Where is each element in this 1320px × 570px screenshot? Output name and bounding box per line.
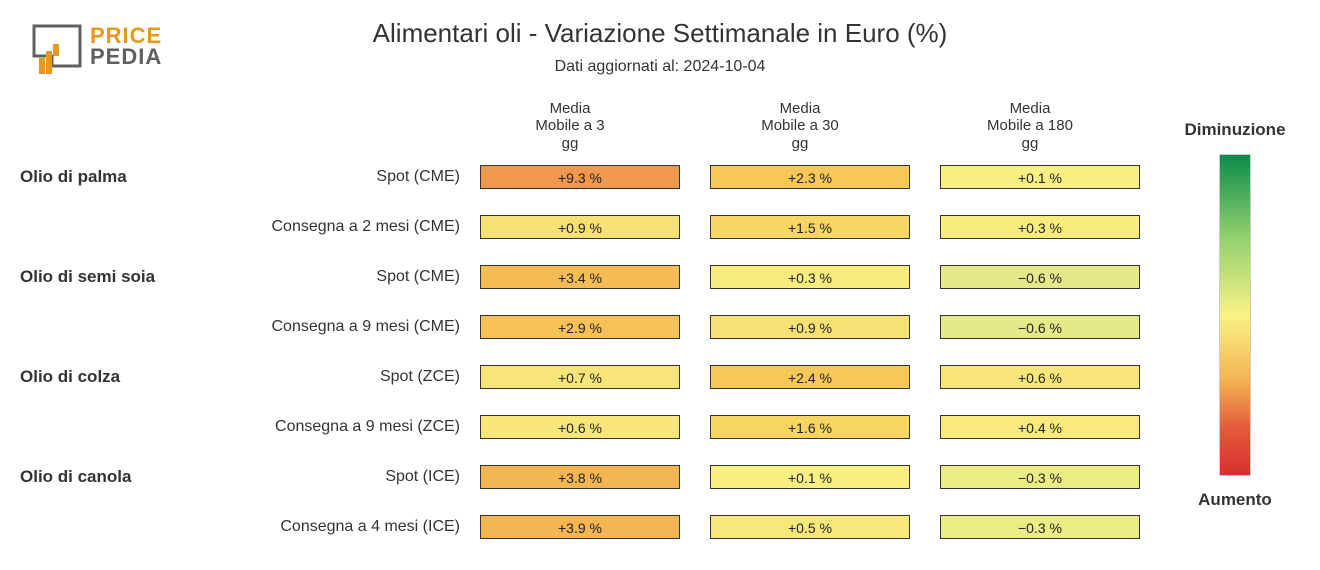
column-headers-row: MediaMobile a 3ggMediaMobile a 30ggMedia… <box>470 100 1140 152</box>
column-header-line: gg <box>700 135 900 152</box>
table-row: Olio di semi soiaSpot (CME)+3.4 % +0.3 % −… <box>20 252 1140 302</box>
heatmap-cell: −0.3 % <box>940 465 1140 489</box>
subcategory-label: Spot (CME) <box>220 268 480 286</box>
heatmap-cell: +0.1 % <box>710 465 910 489</box>
heatmap-cell: +2.9 % <box>480 315 680 339</box>
category-label: Olio di canola <box>20 467 220 487</box>
column-header-line: gg <box>930 135 1130 152</box>
subcategory-label: Spot (ICE) <box>220 468 480 486</box>
category-label: Olio di palma <box>20 167 220 187</box>
column-header-line: Media <box>700 100 900 117</box>
value-cells: +0.6 % +1.6 % +0.4 % <box>480 415 1140 439</box>
heatmap-table: MediaMobile a 3ggMediaMobile a 30ggMedia… <box>20 100 1140 552</box>
heatmap-cell: +0.7 % <box>480 365 680 389</box>
value-cells: +9.3 % +2.3 % +0.1 % <box>480 165 1140 189</box>
heatmap-cell: +2.3 % <box>710 165 910 189</box>
subcategory-label: Consegna a 9 mesi (ZCE) <box>220 418 480 436</box>
column-header-line: Media <box>930 100 1130 117</box>
subcategory-label: Consegna a 4 mesi (ICE) <box>220 518 480 536</box>
heatmap-cell: +9.3 % <box>480 165 680 189</box>
subcategory-label: Spot (ZCE) <box>220 368 480 386</box>
subcategory-label: Consegna a 2 mesi (CME) <box>220 218 480 236</box>
heatmap-cell: +0.4 % <box>940 415 1140 439</box>
legend-bottom-label: Aumento <box>1180 490 1290 510</box>
table-row: Consegna a 2 mesi (CME)+0.9 % +1.5 % +0.3 … <box>20 202 1140 252</box>
page-title: Alimentari oli - Variazione Settimanale … <box>0 18 1320 49</box>
column-header: MediaMobile a 3gg <box>470 100 670 152</box>
heatmap-cell: +0.3 % <box>710 265 910 289</box>
heatmap-cell: +0.6 % <box>480 415 680 439</box>
category-label: Olio di semi soia <box>20 267 220 287</box>
legend-top-label: Diminuzione <box>1180 120 1290 140</box>
table-row: Olio di palmaSpot (CME)+9.3 % +2.3 % +0.1 … <box>20 152 1140 202</box>
page-subtitle: Dati aggiornati al: 2024-10-04 <box>0 58 1320 76</box>
heatmap-cell: +0.9 % <box>710 315 910 339</box>
heatmap-cell: +1.5 % <box>710 215 910 239</box>
heatmap-cell: +2.4 % <box>710 365 910 389</box>
heatmap-cell: +0.9 % <box>480 215 680 239</box>
subcategory-label: Consegna a 9 mesi (CME) <box>220 318 480 336</box>
category-label: Olio di colza <box>20 367 220 387</box>
value-cells: +0.9 % +1.5 % +0.3 % <box>480 215 1140 239</box>
heatmap-cell: +0.5 % <box>710 515 910 539</box>
column-header-line: Mobile a 180 <box>930 117 1130 134</box>
value-cells: +0.7 % +2.4 % +0.6 % <box>480 365 1140 389</box>
heatmap-cell: −0.6 % <box>940 265 1140 289</box>
heatmap-cell: +0.3 % <box>940 215 1140 239</box>
value-cells: +3.4 % +0.3 % −0.6 % <box>480 265 1140 289</box>
table-row: Consegna a 9 mesi (CME)+2.9 % +0.9 % −0.6 … <box>20 302 1140 352</box>
legend-gradient-bar <box>1219 154 1251 476</box>
color-legend: Diminuzione Aumento <box>1180 120 1290 510</box>
value-cells: +2.9 % +0.9 % −0.6 % <box>480 315 1140 339</box>
column-header-line: gg <box>470 135 670 152</box>
table-row: Consegna a 9 mesi (ZCE)+0.6 % +1.6 % +0.4 … <box>20 402 1140 452</box>
heatmap-cell: +0.6 % <box>940 365 1140 389</box>
heatmap-cell: −0.6 % <box>940 315 1140 339</box>
heatmap-cell: +3.9 % <box>480 515 680 539</box>
subcategory-label: Spot (CME) <box>220 168 480 186</box>
heatmap-cell: −0.3 % <box>940 515 1140 539</box>
column-header-line: Mobile a 30 <box>700 117 900 134</box>
table-row: Olio di canolaSpot (ICE)+3.8 % +0.1 % −0.3… <box>20 452 1140 502</box>
heatmap-cell: +1.6 % <box>710 415 910 439</box>
table-row: Consegna a 4 mesi (ICE)+3.9 % +0.5 % −0.3 … <box>20 502 1140 552</box>
column-header-line: Media <box>470 100 670 117</box>
heatmap-cell: +3.4 % <box>480 265 680 289</box>
value-cells: +3.9 % +0.5 % −0.3 % <box>480 515 1140 539</box>
table-row: Olio di colzaSpot (ZCE)+0.7 % +2.4 % +0.6 … <box>20 352 1140 402</box>
column-header: MediaMobile a 180gg <box>930 100 1130 152</box>
value-cells: +3.8 % +0.1 % −0.3 % <box>480 465 1140 489</box>
column-header: MediaMobile a 30gg <box>700 100 900 152</box>
heatmap-cell: +3.8 % <box>480 465 680 489</box>
column-header-line: Mobile a 3 <box>470 117 670 134</box>
heatmap-cell: +0.1 % <box>940 165 1140 189</box>
